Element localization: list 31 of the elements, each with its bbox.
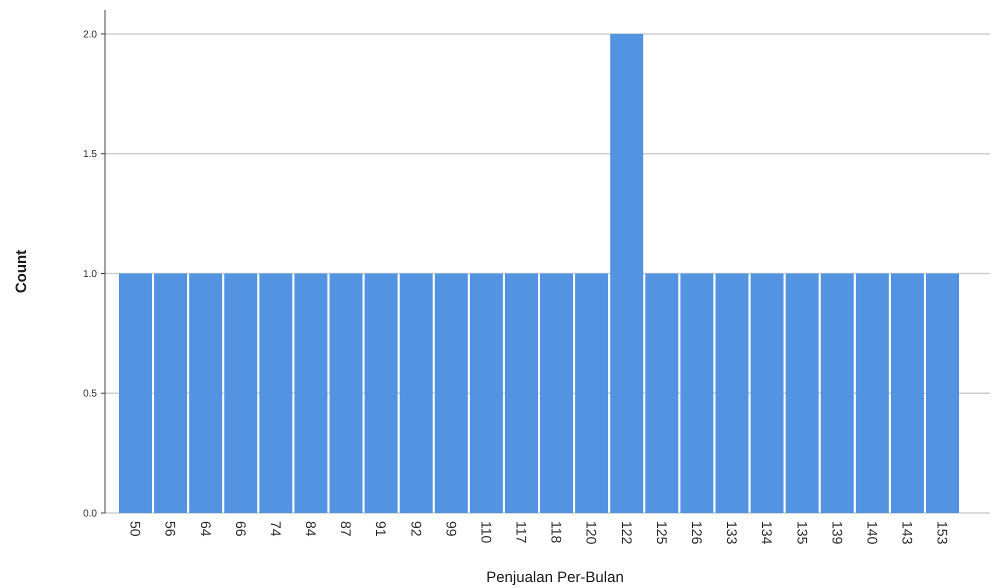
y-tick-label: 0.5 (83, 388, 98, 400)
x-tick-label: 125 (654, 521, 670, 545)
x-tick-label: 140 (864, 521, 880, 545)
y-tick-label: 0.0 (83, 508, 98, 520)
x-tick-label: 117 (514, 521, 530, 544)
x-tick-label: 134 (759, 521, 776, 545)
x-tick-label: 126 (688, 521, 705, 545)
x-tick-label: 110 (478, 521, 494, 544)
y-tick-label: 2.0 (83, 29, 98, 40)
x-axis-title: Penjualan Per-Bulan (486, 569, 624, 586)
x-tick-label: 91 (373, 521, 390, 537)
x-tick-label: 153 (934, 521, 951, 545)
x-tick-label: 56 (162, 521, 179, 537)
x-tick-label: 84 (303, 521, 320, 537)
x-tick-label: 122 (618, 521, 635, 545)
x-tick-label: 87 (338, 521, 354, 537)
x-tick-label: 74 (268, 521, 284, 537)
x-tick-label: 133 (724, 521, 740, 545)
x-tick-label: 50 (128, 521, 144, 537)
x-tick-label: 99 (443, 521, 460, 537)
y-tick-label: 1.5 (83, 149, 98, 160)
x-tick-label: 66 (232, 521, 249, 537)
y-tick-label: 1.0 (83, 268, 98, 280)
x-tick-label: 118 (548, 521, 565, 544)
x-tick-label: 139 (829, 521, 846, 545)
x-tick-label: 120 (584, 521, 600, 545)
y-axis-title: Count (13, 250, 30, 294)
x-tick-label: 135 (794, 521, 810, 545)
x-tick-label: 64 (198, 521, 214, 537)
x-tick-label: 143 (900, 521, 916, 545)
x-tick-label: 92 (408, 521, 424, 537)
